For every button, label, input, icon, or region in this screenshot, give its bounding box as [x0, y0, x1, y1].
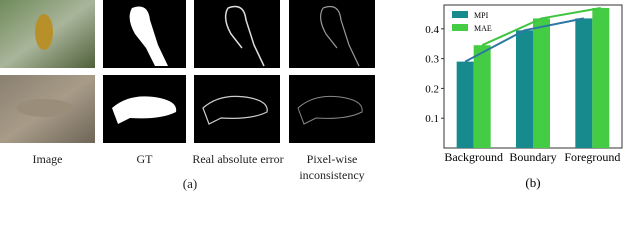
- error-map: [194, 75, 280, 143]
- edge: [320, 5, 360, 67]
- bar: [456, 61, 474, 148]
- bar: [575, 18, 593, 148]
- column-label: Image: [32, 152, 63, 166]
- y-tick-label: 0.4: [425, 24, 439, 36]
- edge: [297, 95, 363, 125]
- column-label: Pixel-wise inconsistency: [299, 152, 365, 182]
- edge: [224, 5, 265, 67]
- legend-label: MPI: [474, 11, 489, 20]
- bar: [516, 30, 533, 149]
- chart: 0.1 0.2 0.3 0.4 Background Boundary Foreground…: [425, 4, 623, 190]
- legend-swatch: [452, 24, 468, 31]
- y-tick-label: 0.2: [425, 83, 439, 95]
- y-tick-label: 0.3: [425, 54, 439, 66]
- y-tick-label: 0.1: [425, 113, 439, 125]
- edge: [202, 95, 268, 125]
- figure: Image GT Real absolute error Pixel-wise …: [0, 0, 623, 191]
- error-map: [194, 0, 280, 68]
- column-label: GT: [136, 152, 153, 166]
- silhouette: [129, 6, 168, 66]
- x-tick-label: Foreground: [564, 150, 620, 164]
- legend-label: MAE: [474, 24, 492, 33]
- bar: [533, 18, 550, 148]
- chameleon: [17, 99, 73, 117]
- trend-line: [464, 17, 585, 63]
- inconsistency-map: [289, 75, 375, 143]
- x-tick-label: Boundary: [509, 150, 556, 164]
- bird: [35, 14, 53, 50]
- column-label: Real absolute error: [192, 152, 284, 166]
- inconsistency-map: [289, 0, 375, 68]
- bar: [473, 45, 491, 148]
- trend-line: [481, 6, 602, 47]
- image-grid: [0, 0, 375, 143]
- x-tick-label: Background: [444, 150, 503, 164]
- legend-swatch: [452, 11, 468, 18]
- panel-label: (a): [182, 176, 198, 191]
- silhouette: [112, 96, 177, 124]
- bar: [592, 7, 610, 148]
- panel-label: (b): [525, 175, 540, 190]
